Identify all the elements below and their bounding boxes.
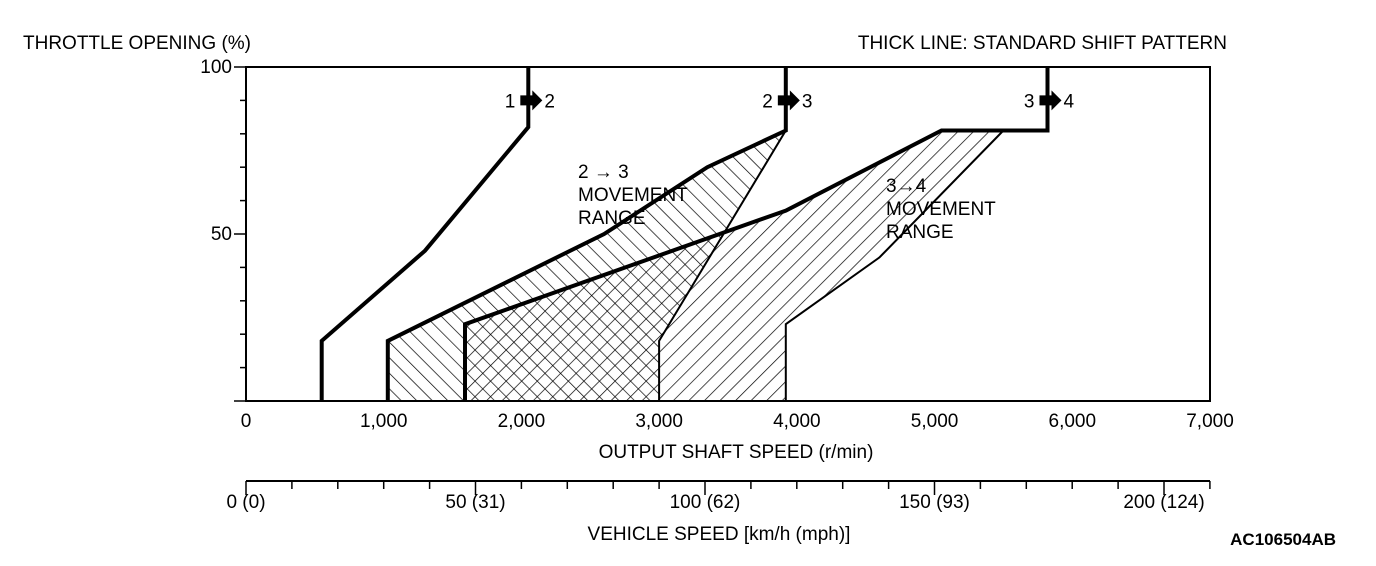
shift-arrows: 1 2 2 3 3 4 (505, 90, 1074, 112)
shift-arrow-icon (1039, 90, 1062, 111)
y-tick-label: 50 (211, 224, 232, 245)
shift-from-label: 3 (1024, 91, 1035, 112)
annotation-23-line3: RANGE (578, 208, 646, 229)
vehicle-speed-label: 50 (31) (445, 492, 505, 513)
secondary-axis-ticks: 0 (0) 50 (31) 100 (62) 150 (93) 200 (124) (226, 481, 1211, 513)
shift-to-label: 3 (802, 91, 813, 112)
x-tick-label: 0 (241, 411, 252, 432)
vehicle-speed-label: 100 (62) (670, 492, 741, 513)
vehicle-speed-label: 150 (93) (899, 492, 970, 513)
y-tick-label: 100 (200, 57, 232, 78)
y-axis-ticks: 50 100 (200, 57, 246, 402)
shift-line-2 (385, 67, 788, 401)
vehicle-speed-label: 0 (0) (226, 492, 265, 513)
shift-line-4 (658, 129, 787, 401)
movement-regions (387, 130, 1004, 401)
secondary-axis-title: VEHICLE SPEED [km/h (mph)] (588, 524, 851, 545)
x-tick-label: 3,000 (635, 411, 683, 432)
x-tick-label: 7,000 (1186, 411, 1234, 432)
figure-id: AC106504AB (1230, 530, 1336, 549)
x-tick-label: 4,000 (773, 411, 821, 432)
shift-line-3 (463, 67, 1050, 401)
annotation-34-line2: MOVEMENT (886, 199, 996, 220)
shift-arrow-icon (777, 90, 800, 111)
annotation-34-line3: RANGE (886, 222, 954, 243)
x-tick-label: 1,000 (360, 411, 408, 432)
x-tick-label: 2,000 (498, 411, 546, 432)
vehicle-speed-label: 200 (124) (1123, 492, 1204, 513)
shift-to-label: 2 (544, 91, 555, 112)
legend-note: THICK LINE: STANDARD SHIFT PATTERN (858, 33, 1227, 54)
shift-to-label: 4 (1063, 91, 1074, 112)
region-34-movement (465, 130, 1004, 401)
shift-from-label: 2 (762, 91, 773, 112)
y-axis-title: THROTTLE OPENING (%) (23, 33, 251, 54)
shift-lines (319, 67, 1050, 401)
annotation-23-line2: MOVEMENT (578, 185, 688, 206)
x-axis-ticks: 0 1,000 2,000 3,000 4,000 5,000 6,000 7,000 (241, 411, 1234, 432)
shift-from-label: 1 (505, 91, 516, 112)
annotation-23-line1: 2 → 3 (578, 162, 629, 183)
x-tick-label: 5,000 (911, 411, 959, 432)
x-tick-label: 6,000 (1049, 411, 1097, 432)
shift-line-5 (784, 129, 1005, 401)
x-axis-title: OUTPUT SHAFT SPEED (r/min) (599, 442, 874, 463)
shift-arrow-icon (520, 90, 543, 111)
shift-line-1 (319, 67, 531, 401)
annotation-34-line1: 3→4 (886, 176, 927, 197)
